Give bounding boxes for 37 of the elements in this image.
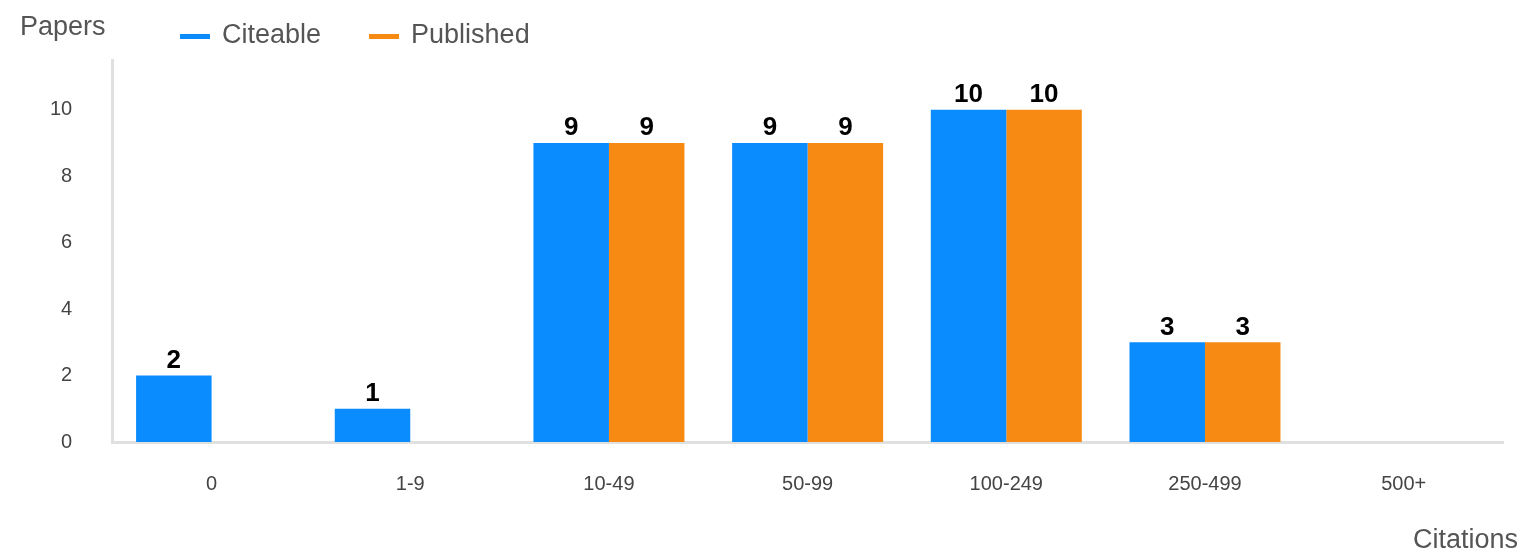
bar [1204,342,1281,442]
y-tick-label: 10 [50,97,73,120]
legend-label: Published [411,19,530,50]
y-axis-title: Papers [20,10,106,41]
bar [334,408,411,442]
data-label: 10 [1029,78,1059,108]
data-label: 2 [166,343,182,374]
data-label: 9 [762,111,778,142]
bar [136,375,212,442]
data-label: 1 [365,376,380,407]
y-tick-label: 0 [61,429,73,452]
data-label: 9 [639,111,654,142]
x-tick-label: 0 [206,471,218,494]
x-axis-title: Citations [1412,523,1518,554]
x-tick-label: 250-499 [1168,471,1242,494]
x-tick-label: 1-9 [395,471,425,494]
legend-label: Citeable [222,19,322,50]
bar [930,109,1007,442]
x-tick-label: 100-249 [969,471,1044,494]
y-tick-label: 6 [61,230,73,253]
bar [608,143,685,442]
data-label: 9 [563,111,579,142]
y-tick-label: 2 [61,363,73,386]
bar [1129,342,1205,442]
bar [1006,109,1082,442]
y-tick-label: 8 [61,163,73,186]
x-tick-label: 10-49 [583,471,635,494]
x-tick-label: 500+ [1381,471,1427,494]
data-label: 3 [1160,310,1175,341]
data-label: 10 [954,78,984,108]
bar [533,143,609,442]
x-tick-label: 50-99 [782,471,834,494]
y-tick-label: 4 [61,296,73,319]
data-label: 3 [1235,310,1250,341]
bar [732,143,808,442]
bar [807,143,884,442]
data-label: 9 [838,111,853,142]
